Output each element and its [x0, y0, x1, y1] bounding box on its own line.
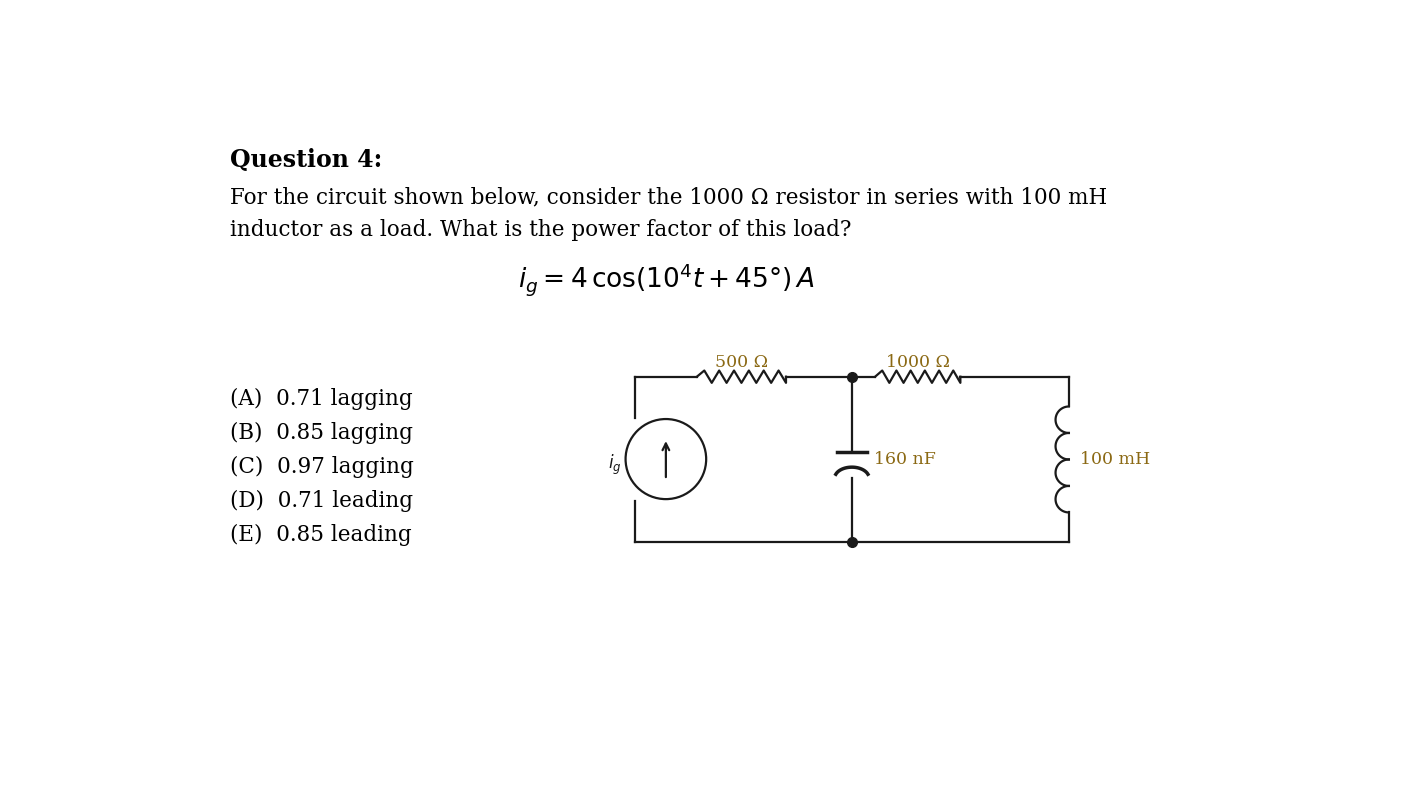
Text: 160 nF: 160 nF — [874, 451, 936, 468]
Text: 500 Ω: 500 Ω — [715, 354, 767, 371]
Text: (A)  0.71 lagging: (A) 0.71 lagging — [230, 388, 414, 410]
Text: $i_g = 4\,\mathrm{cos}(10^4t + 45°)\,A$: $i_g = 4\,\mathrm{cos}(10^4t + 45°)\,A$ — [517, 261, 814, 298]
Text: (C)  0.97 lagging: (C) 0.97 lagging — [230, 456, 414, 478]
Text: inductor as a load. What is the power factor of this load?: inductor as a load. What is the power fa… — [230, 219, 851, 241]
Text: (E)  0.85 leading: (E) 0.85 leading — [230, 524, 412, 546]
Text: $i_g$: $i_g$ — [608, 453, 622, 477]
Text: 100 mH: 100 mH — [1080, 450, 1151, 468]
Text: (D)  0.71 leading: (D) 0.71 leading — [230, 490, 414, 512]
Text: For the circuit shown below, consider the 1000 Ω resistor in series with 100 mH: For the circuit shown below, consider th… — [230, 186, 1107, 209]
Text: Question 4:: Question 4: — [230, 148, 382, 172]
Text: (B)  0.85 lagging: (B) 0.85 lagging — [230, 422, 414, 444]
Text: 1000 Ω: 1000 Ω — [885, 354, 949, 371]
